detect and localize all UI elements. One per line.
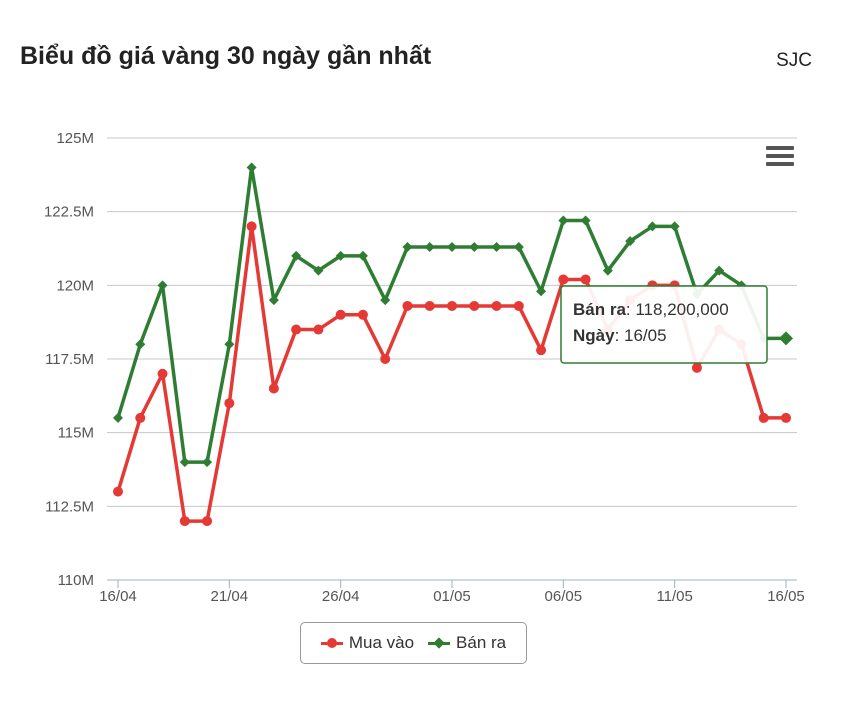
x-tick-label: 01/05 [433, 588, 471, 605]
y-tick-label: 125M [56, 130, 94, 147]
data-point [135, 339, 146, 350]
data-point [179, 457, 190, 468]
legend-label-mua-vao: Mua vào [348, 633, 415, 652]
data-point [157, 368, 168, 379]
y-tick-label: 115M [58, 425, 94, 442]
circle-marker-icon [320, 637, 343, 648]
y-tick-label: 110M [58, 572, 94, 589]
data-point [313, 324, 324, 335]
data-point [335, 309, 346, 320]
series-line-0 [116, 224, 786, 523]
data-point [291, 324, 302, 335]
data-point [714, 265, 725, 276]
data-point [447, 242, 457, 253]
tooltip-date-line: Ngày: 16/05 [573, 326, 667, 345]
chart-legend: Mua vào Bán ra [300, 622, 527, 664]
data-point [424, 300, 435, 311]
data-point [647, 221, 658, 232]
x-tick-label: 11/05 [656, 588, 692, 605]
legend-item-mua-vao[interactable]: Mua vào [320, 633, 415, 653]
y-tick-label: 122.5M [44, 204, 94, 221]
x-tick-label: 16/04 [99, 588, 137, 605]
data-point [380, 295, 391, 306]
data-point [469, 242, 480, 253]
data-point [491, 300, 502, 311]
data-point [113, 486, 123, 497]
data-point [402, 300, 413, 311]
data-point [536, 286, 547, 297]
data-point [357, 250, 368, 261]
data-point [424, 242, 435, 253]
data-point [625, 236, 636, 247]
data-point [536, 345, 547, 356]
data-point [224, 398, 235, 409]
data-point [291, 250, 302, 261]
x-tick-label: 26/04 [322, 588, 360, 605]
data-point [758, 412, 769, 423]
data-point [558, 274, 569, 285]
data-point [513, 300, 524, 311]
data-point [580, 274, 591, 285]
data-point [469, 300, 480, 311]
data-point [268, 295, 279, 306]
data-point [113, 412, 123, 423]
data-point [669, 221, 680, 232]
data-point [335, 250, 346, 261]
data-point [179, 516, 190, 527]
brand-label: SJC [776, 50, 812, 71]
page-title: Biểu đồ giá vàng 30 ngày gần nhất [20, 42, 432, 70]
data-point [357, 309, 368, 320]
data-point [202, 457, 213, 468]
data-point [491, 242, 502, 253]
y-tick-label: 112.5M [45, 498, 94, 515]
tooltip-series-line: Bán ra: 118,200,000 [573, 300, 729, 319]
data-point [380, 354, 391, 364]
legend-item-ban-ra[interactable]: Bán ra [428, 633, 506, 653]
x-tick-label: 06/05 [545, 588, 583, 605]
diamond-marker-icon [428, 636, 451, 649]
x-tick-label: 21/04 [211, 588, 249, 605]
data-point [580, 215, 591, 226]
data-point [268, 383, 279, 394]
y-tick-label: 117.5M [45, 351, 94, 368]
tooltip-box [560, 285, 768, 364]
data-point [135, 412, 146, 423]
y-tick-label: 120M [56, 277, 94, 294]
hamburger-menu-icon[interactable] [766, 146, 794, 168]
data-point [781, 412, 791, 423]
data-point [224, 339, 235, 350]
data-point [447, 300, 457, 311]
data-point [558, 215, 569, 226]
data-point [313, 265, 324, 276]
x-tick-label: 16/05 [767, 588, 805, 605]
data-point [157, 280, 168, 291]
data-point [202, 516, 213, 527]
data-point [513, 242, 524, 253]
data-point [691, 362, 702, 373]
data-point [779, 331, 793, 346]
data-point [602, 265, 613, 276]
data-point [246, 221, 257, 232]
legend-label-ban-ra: Bán ra [456, 633, 507, 652]
data-point [402, 242, 413, 253]
data-point [246, 162, 257, 173]
